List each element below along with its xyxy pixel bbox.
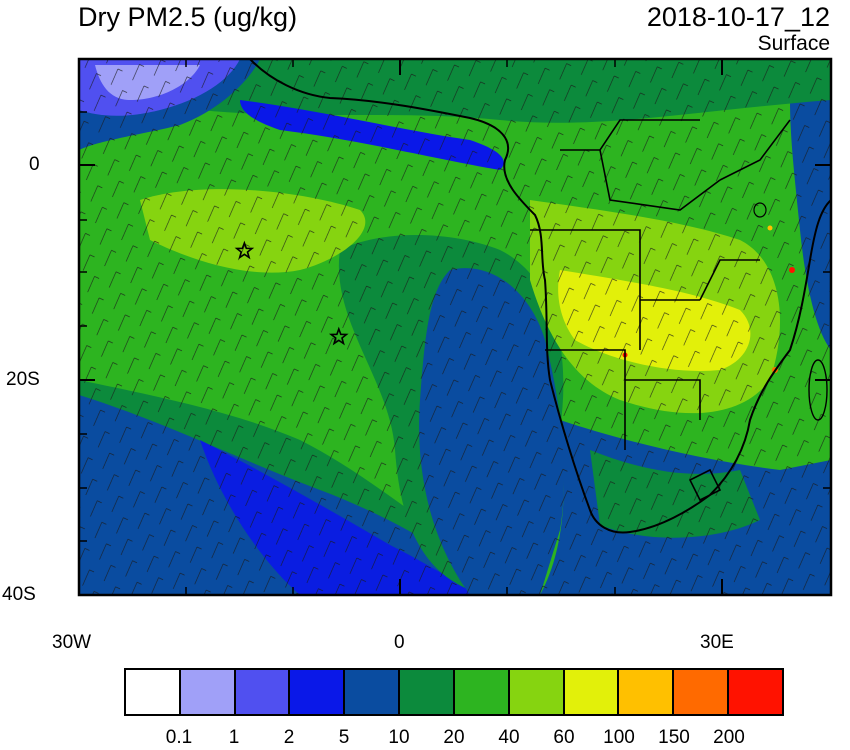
colorbar-label: 2 — [283, 727, 295, 748]
lat-label-20s: 20S — [6, 369, 40, 390]
colorbar-label: 20 — [443, 727, 465, 748]
colorbar-swatch — [454, 670, 510, 714]
colorbar — [124, 668, 784, 716]
lon-label-0: 0 — [394, 632, 405, 653]
colorbar-label: 40 — [498, 727, 520, 748]
lat-label-40s: 40S — [2, 584, 36, 605]
lon-label-30e: 30E — [700, 632, 734, 653]
title: Dry PM2.5 (ug/kg) — [78, 2, 298, 32]
lat-label-0: 0 — [29, 154, 40, 175]
lon-label-30w: 30W — [52, 632, 92, 653]
colorbar-label: 5 — [338, 727, 350, 748]
lake-victoria — [753, 202, 767, 218]
coastline — [249, 59, 831, 534]
map-border — [77, 57, 833, 597]
tick-marks — [78, 59, 831, 596]
colorbar-swatch — [509, 670, 565, 714]
colorbar-swatch — [400, 670, 455, 714]
colorbar-label: 200 — [713, 727, 745, 748]
colorbar-swatch — [564, 670, 620, 714]
colorbar-swatch — [345, 670, 401, 714]
colorbar-label: 1 — [228, 727, 240, 748]
star-marker — [234, 240, 255, 260]
colorbar-swatch — [126, 670, 181, 714]
country-borders — [530, 119, 791, 502]
minor-tick-marks — [79, 59, 831, 595]
star-marker — [328, 326, 349, 346]
level-label: Surface — [757, 32, 830, 55]
map[interactable] — [0, 0, 850, 660]
colorbar-swatch — [290, 670, 346, 714]
colorbar-swatch — [619, 670, 675, 714]
colorbar-label: 150 — [658, 727, 690, 748]
timestamp: 2018-10-17_12 — [646, 2, 830, 32]
colorbar-swatch — [235, 670, 291, 714]
colorbar-label: 60 — [553, 727, 575, 748]
colorbar-label: 10 — [388, 727, 410, 748]
colorbar-label: 0.1 — [165, 727, 193, 748]
colorbar-swatch — [180, 670, 236, 714]
colorbar-label: 100 — [603, 727, 635, 748]
colorbar-swatch — [674, 670, 730, 714]
madagascar — [808, 359, 828, 421]
colorbar-swatch — [729, 670, 782, 714]
wind-barbs — [79, 59, 831, 595]
